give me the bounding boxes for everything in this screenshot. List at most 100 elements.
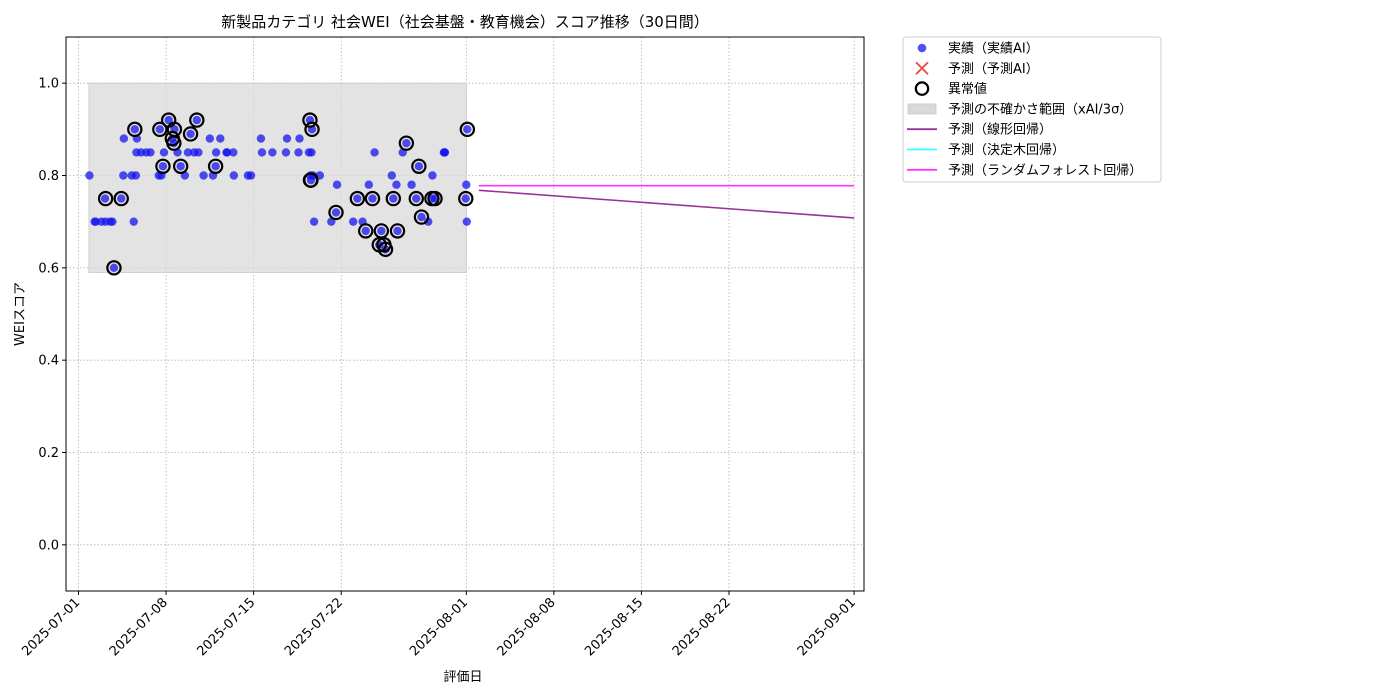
anomaly-marker xyxy=(182,126,199,142)
data-point xyxy=(130,125,140,134)
data-point xyxy=(331,208,341,217)
data-point xyxy=(183,148,193,157)
anomaly-marker xyxy=(376,237,392,253)
legend-swatch xyxy=(915,61,929,75)
x-tick-label: 2025-08-01 xyxy=(407,595,471,659)
data-point xyxy=(108,217,117,226)
data-point xyxy=(377,226,386,236)
chart-title: 新製品カテゴリ 社会WEI（社会基盤・教育機会）スコア推移（30日間） xyxy=(221,13,709,31)
y-tick-label: 0.0 xyxy=(38,538,59,553)
data-point xyxy=(129,217,138,226)
legend-label: 実績（実績AI） xyxy=(948,41,1039,57)
anomaly-marker xyxy=(207,158,224,174)
data-point xyxy=(211,162,220,171)
anomaly-marker xyxy=(152,121,168,138)
data-point xyxy=(309,217,319,226)
anomaly-marker xyxy=(349,190,366,207)
data-point xyxy=(146,148,155,157)
forecast-line xyxy=(478,189,855,219)
data-point xyxy=(392,180,401,189)
data-point xyxy=(229,148,238,157)
legend-label: 予測（線形回帰） xyxy=(948,122,1052,138)
data-point xyxy=(414,162,424,171)
band-layer xyxy=(88,82,467,273)
data-point xyxy=(155,125,165,134)
x-axis-label: 評価日 xyxy=(443,670,482,685)
anomaly-marker xyxy=(106,260,122,276)
legend-swatch xyxy=(907,103,937,115)
x-tick-label: 2025-08-22 xyxy=(670,595,734,659)
x-tick-label: 2025-09-01 xyxy=(795,595,859,659)
y-tick-label: 1.0 xyxy=(38,77,59,92)
data-point xyxy=(205,134,215,143)
data-point xyxy=(294,148,303,157)
data-point xyxy=(307,148,316,157)
x-tick-label: 2025-08-15 xyxy=(582,595,646,659)
plot-frame xyxy=(65,36,865,592)
data-point xyxy=(462,180,471,189)
data-point xyxy=(229,171,239,180)
data-point xyxy=(412,194,421,203)
legend-swatch xyxy=(914,81,930,96)
data-point xyxy=(119,134,129,143)
data-point xyxy=(332,180,342,189)
anomaly-marker xyxy=(304,121,320,138)
anomaly-marker xyxy=(328,204,344,221)
legend-label: 予測の不確かさ範囲（xAI/3σ） xyxy=(948,101,1132,117)
anomaly-marker xyxy=(189,112,205,128)
anomaly-marker xyxy=(303,172,319,188)
data-point xyxy=(131,171,141,180)
data-point xyxy=(370,148,379,157)
data-point xyxy=(222,148,232,157)
data-point xyxy=(257,148,267,157)
y-tick-label: 0.8 xyxy=(38,169,59,184)
data-point xyxy=(393,226,402,236)
y-tick-label: 0.2 xyxy=(38,446,59,461)
anomaly-marker xyxy=(408,190,424,207)
anomaly-marker xyxy=(427,190,443,207)
data-point xyxy=(407,180,416,189)
line-layer xyxy=(478,184,855,219)
anomaly-marker xyxy=(458,190,474,207)
data-point xyxy=(186,129,195,139)
anomaly-marker xyxy=(389,223,406,239)
data-point xyxy=(164,115,173,125)
data-point xyxy=(348,217,358,226)
anomaly-marker xyxy=(398,135,415,151)
anomaly-marker xyxy=(155,158,171,174)
data-point xyxy=(440,148,450,157)
x-axis: 2025-07-01 2025-07-08 2025-07-15 2025-07-22… xyxy=(19,591,859,659)
legend-label: 予測（予測AI） xyxy=(948,62,1039,77)
anomaly-marker xyxy=(373,223,390,239)
anomaly-marker xyxy=(172,158,189,174)
x-tick-label: 2025-08-08 xyxy=(495,595,559,659)
data-point xyxy=(387,171,396,180)
legend-frame xyxy=(902,36,1162,183)
data-point xyxy=(117,194,126,203)
data-point xyxy=(295,134,304,143)
data-point xyxy=(199,171,208,180)
data-point xyxy=(256,134,266,143)
data-point xyxy=(194,148,203,157)
data-point xyxy=(424,217,433,226)
anomaly-marker xyxy=(411,158,427,174)
data-point xyxy=(211,148,221,157)
data-point xyxy=(368,194,377,203)
y-axis-label: WEIスコア xyxy=(13,282,28,346)
data-point xyxy=(268,148,277,157)
x-tick-label: 2025-07-22 xyxy=(282,595,346,659)
anomaly-marker xyxy=(302,112,318,128)
anomaly-marker xyxy=(459,121,476,138)
data-point xyxy=(463,125,472,134)
y-tick-label: 0.6 xyxy=(38,261,59,276)
data-point xyxy=(402,138,411,148)
anomaly-marker xyxy=(97,190,114,207)
anomaly-marker xyxy=(358,223,374,239)
data-point xyxy=(85,171,94,180)
data-point xyxy=(192,115,202,125)
data-point xyxy=(176,162,185,171)
y-tick-label: 0.4 xyxy=(38,354,59,369)
legend-swatch xyxy=(917,43,927,53)
